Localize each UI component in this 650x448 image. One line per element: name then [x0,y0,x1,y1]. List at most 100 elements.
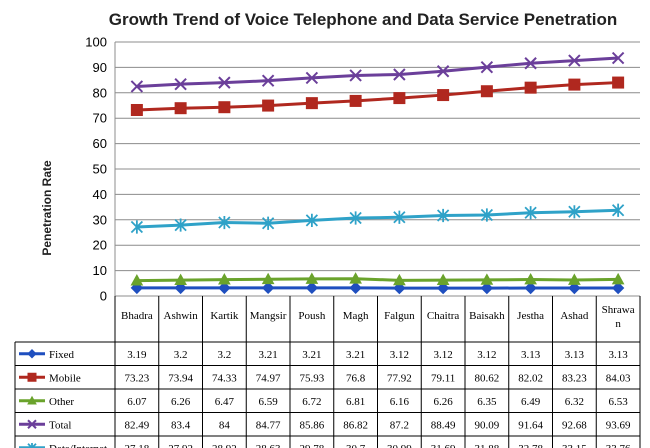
data-table-cell: 84.03 [606,372,631,384]
y-tick-label: 20 [93,238,107,253]
data-table-cell: 3.21 [259,349,278,361]
data-point [261,281,275,295]
data-point [305,71,319,85]
data-point [568,273,581,285]
y-tick-label: 10 [93,263,107,278]
data-point [612,76,625,89]
x-category-label: Bhadra [121,310,153,322]
x-category-label: Mangsir [250,310,287,322]
x-category-label: Baisakh [469,310,505,322]
data-point [480,273,494,285]
data-table-cell: 6.81 [346,396,365,408]
data-table-cell: 83.4 [171,419,191,431]
data-point [611,281,625,295]
data-point [611,51,625,65]
data-point [174,102,187,115]
data-point [130,103,143,116]
data-table-cell: 3.12 [477,349,496,361]
chart-title: Growth Trend of Voice Telephone and Data… [109,10,618,29]
data-point [524,272,537,285]
data-point [218,101,231,114]
data-point [349,211,362,225]
data-table-cell: 82.49 [125,419,150,431]
data-point [436,273,450,285]
x-category-label: Ashwin [164,310,199,322]
data-point [261,216,275,230]
data-table-cell: 85.86 [300,419,325,431]
data-point [480,60,494,74]
data-point [436,208,450,223]
data-table-cell: 75.93 [300,372,325,384]
y-tick-label: 0 [100,289,107,304]
data-point [524,57,537,70]
y-tick-label: 70 [93,111,107,126]
data-point [393,210,406,224]
data-point [130,80,144,93]
data-table-cell: 87.2 [390,419,409,431]
data-point [174,218,187,232]
data-point [480,208,494,222]
data-table-cell: 3.21 [346,349,365,361]
data-point [436,281,450,295]
data-table-cell: 84.77 [256,419,281,431]
data-table-cell: 84 [219,419,231,431]
data-table-cell: 31.69 [431,443,456,448]
series-layer [130,51,625,295]
data-table-cell: 76.8 [346,372,366,384]
data-table-cell: 6.49 [521,396,541,408]
data-point [568,78,581,91]
data-table-cell: 82.02 [518,372,543,384]
data-table-cell: 74.33 [212,372,237,384]
data-point [393,68,406,81]
data-point [611,272,625,285]
data-point [305,281,319,295]
data-table-cell: 33.76 [606,443,631,448]
grid-layer: 0 10 20 30 40 50 60 70 80 90 100 [85,35,640,304]
x-category-label: Poush [298,310,325,322]
data-point [130,220,144,234]
data-point [524,281,537,295]
data-table-cell: 27.92 [168,443,193,448]
data-point [218,281,231,295]
data-point [349,272,362,284]
data-table-cell: 3.21 [302,349,321,361]
data-table-cell: 3.19 [127,349,147,361]
data-point [305,272,319,284]
data-table-cell: 6.32 [565,396,584,408]
data-table-cell: 3.13 [565,349,585,361]
data-point [568,281,581,295]
data-point [174,77,187,91]
data-point [393,92,406,105]
data-table-cell: 3.13 [609,349,629,361]
data-table-cell: 6.07 [127,396,147,408]
data-point [305,97,318,110]
data-table-cell: 28.63 [256,443,281,448]
data-point [261,74,275,87]
data-point [174,281,187,295]
series-line [136,277,619,283]
data-table-cell: 90.09 [475,419,500,431]
x-category-label: Ashad [560,310,589,322]
data-table-cell: 74.97 [256,372,281,384]
y-tick-label: 80 [93,85,107,100]
y-tick-label: 40 [93,187,107,202]
y-tick-label: 90 [93,60,107,75]
data-point [218,273,231,285]
legend-key-marker [27,372,37,382]
data-point [437,89,450,102]
series-line [136,81,619,112]
data-point [393,273,406,286]
data-point [262,99,275,112]
data-point [218,215,231,230]
data-table-cell: 6.35 [477,396,497,408]
data-point [480,85,493,98]
data-table-cell: 6.26 [434,396,454,408]
data-point [174,273,187,285]
data-table-cell: 33.15 [562,443,587,448]
data-point [130,281,144,295]
y-axis-label: Penetration Rate [40,160,54,256]
legend-key-marker [27,419,37,429]
data-table-cell: 3.12 [434,349,453,361]
legend-entry: Fixed [49,349,75,361]
